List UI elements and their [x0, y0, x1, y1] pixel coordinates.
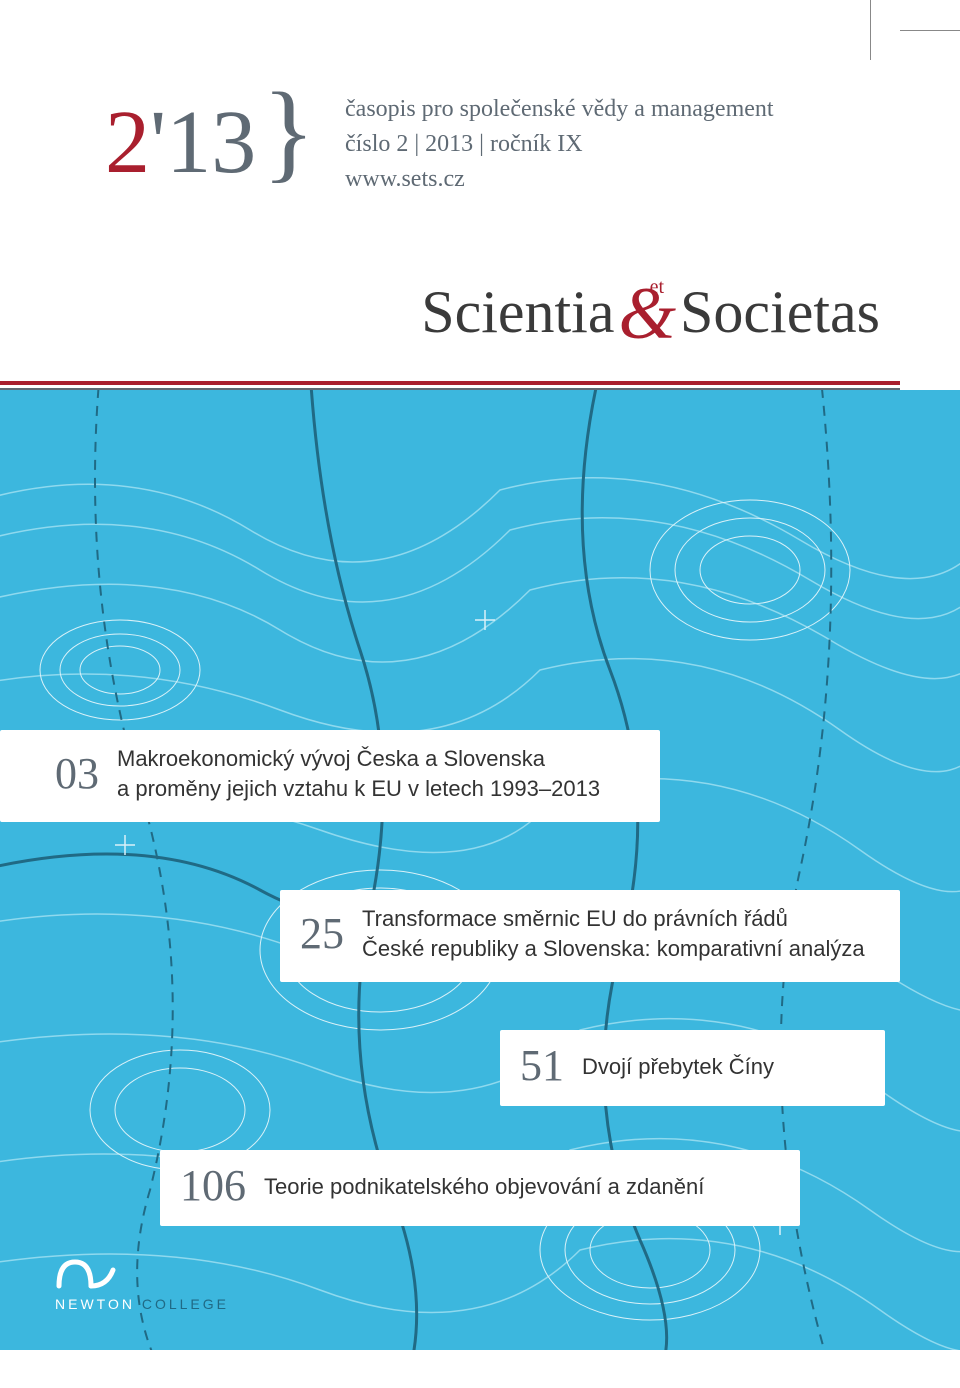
issue-digit: 2	[105, 93, 150, 192]
issue-brace: }	[262, 70, 315, 192]
article-page-number: 03	[55, 752, 99, 796]
publisher-logo: NEWTON COLLEGE	[55, 1256, 229, 1312]
article-box: 03 Makroekonomický vývoj Česka a Slovens…	[0, 730, 660, 821]
article-box: 51 Dvojí přebytek Číny	[500, 1030, 885, 1106]
publisher-logo-text: NEWTON COLLEGE	[55, 1296, 229, 1312]
logo-word-2: COLLEGE	[135, 1296, 229, 1312]
crop-mark	[870, 0, 900, 60]
crop-mark	[900, 30, 960, 31]
journal-word-2: Societas	[680, 279, 880, 345]
issue-line: číslo 2 | 2013 | ročník IX	[345, 127, 774, 162]
article-box: 25 Transformace směrnic EU do právních ř…	[280, 890, 900, 981]
issue-apostrophe: '	[150, 93, 166, 192]
article-page-number: 51	[520, 1044, 564, 1088]
issue-number: 2'13}	[105, 80, 315, 190]
article-title: Dvojí přebytek Číny	[582, 1052, 774, 1082]
header-text-block: časopis pro společenské vědy a managemen…	[345, 80, 774, 196]
article-title: Transformace směrnic EU do právních řádů…	[362, 904, 865, 963]
journal-title-text: Scientia&etSocietas	[421, 279, 880, 345]
et-small-text: et	[650, 276, 664, 299]
journal-title: Scientia&etSocietas	[0, 236, 960, 381]
logo-word-1: NEWTON	[55, 1296, 135, 1312]
topographic-background: 03 Makroekonomický vývoj Česka a Slovens…	[0, 390, 960, 1350]
et-ampersand-icon: &et	[618, 266, 676, 351]
article-title: Teorie podnikatelského objevování a zdan…	[264, 1172, 704, 1202]
article-title: Makroekonomický vývoj Česka a Slovenska …	[117, 744, 600, 803]
article-page-number: 25	[300, 912, 344, 956]
article-page-number: 106	[180, 1164, 246, 1208]
article-box: 106 Teorie podnikatelského objevování a …	[160, 1150, 800, 1226]
newton-logo-icon	[55, 1256, 125, 1292]
journal-word-1: Scientia	[421, 279, 614, 345]
journal-url: www.sets.cz	[345, 162, 774, 197]
journal-subtitle: časopis pro společenské vědy a managemen…	[345, 92, 774, 127]
issue-year-short: 13	[166, 93, 256, 192]
red-rule	[0, 381, 900, 385]
header: 2'13} časopis pro společenské vědy a man…	[0, 0, 960, 236]
